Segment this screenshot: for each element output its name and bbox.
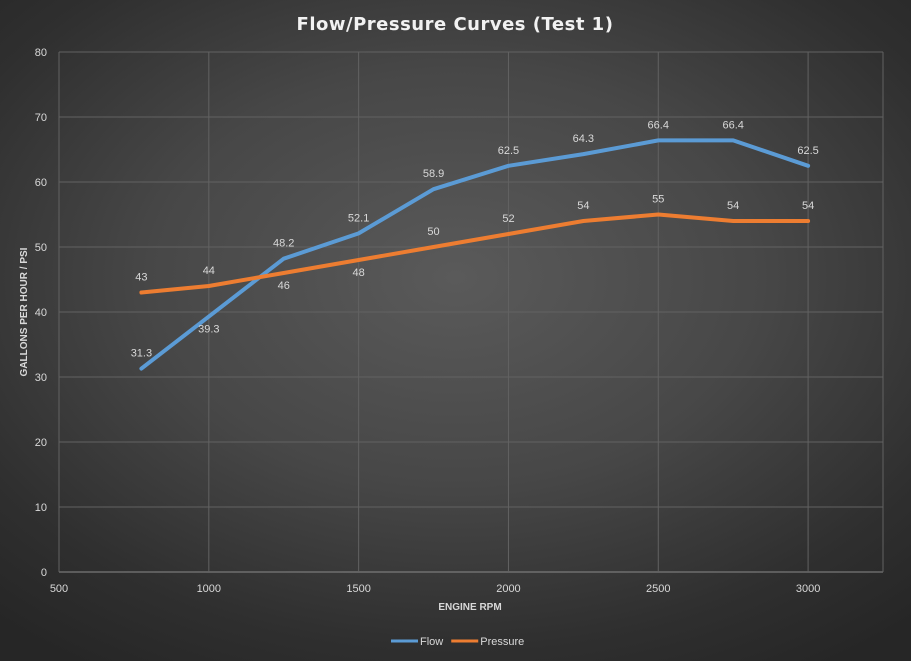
x-axis-title: ENGINE RPM	[438, 602, 501, 613]
y-tick-label: 20	[35, 437, 47, 449]
x-tick-label: 2000	[496, 583, 520, 595]
axis-ticks: 0 10 20 30 40 50 60 70 80 500 1000 1500 2000 2500 3000	[35, 47, 821, 595]
grid	[58, 51, 884, 573]
legend-label-flow: Flow	[420, 636, 443, 648]
legend-label-pressure: Pressure	[480, 636, 524, 648]
y-tick-label: 60	[35, 177, 47, 189]
series-line-pressure	[139, 212, 811, 295]
x-tick-label: 1000	[197, 583, 221, 595]
data-label-flow: 48.2	[273, 238, 294, 250]
x-tick-label: 2500	[646, 583, 670, 595]
data-label-flow: 52.1	[348, 212, 369, 224]
y-tick-label: 30	[35, 372, 47, 384]
chart-title: Flow/Pressure Curves (Test 1)	[297, 14, 614, 35]
data-label-pressure: 54	[727, 200, 739, 212]
data-label-pressure: 50	[427, 226, 439, 238]
data-label-flow: 64.3	[573, 133, 594, 145]
y-tick-label: 80	[35, 47, 47, 59]
data-label-flow: 62.5	[498, 145, 519, 157]
data-label-flow: 58.9	[423, 168, 444, 180]
data-label-flow: 31.3	[131, 348, 152, 360]
data-label-flow: 39.3	[198, 324, 219, 336]
data-labels: 31.3 39.3 48.2 52.1 58.9 62.5 64.3 66.4 66.4 62.5…	[131, 119, 819, 359]
data-label-pressure: 48	[353, 267, 365, 279]
series-lines	[139, 138, 811, 371]
data-label-pressure: 43	[135, 272, 147, 284]
x-tick-label: 1500	[346, 583, 370, 595]
data-label-pressure: 46	[278, 280, 290, 292]
series-line-flow	[139, 138, 811, 371]
data-label-pressure: 55	[652, 194, 664, 206]
x-tick-label: 500	[50, 583, 68, 595]
data-label-pressure: 54	[577, 200, 589, 212]
data-label-flow: 66.4	[722, 119, 743, 131]
data-label-pressure: 54	[802, 200, 814, 212]
legend: Flow Pressure	[391, 636, 524, 648]
y-tick-label: 40	[35, 307, 47, 319]
data-label-pressure: 44	[203, 265, 215, 277]
y-tick-label: 10	[35, 502, 47, 514]
y-tick-label: 50	[35, 242, 47, 254]
data-label-flow: 62.5	[797, 145, 818, 157]
y-axis-title: GALLONS PER HOUR / PSI	[19, 247, 30, 376]
data-label-flow: 66.4	[648, 119, 669, 131]
y-tick-label: 70	[35, 112, 47, 124]
y-tick-label: 0	[41, 567, 47, 579]
x-tick-label: 3000	[796, 583, 820, 595]
data-label-pressure: 52	[502, 213, 514, 225]
